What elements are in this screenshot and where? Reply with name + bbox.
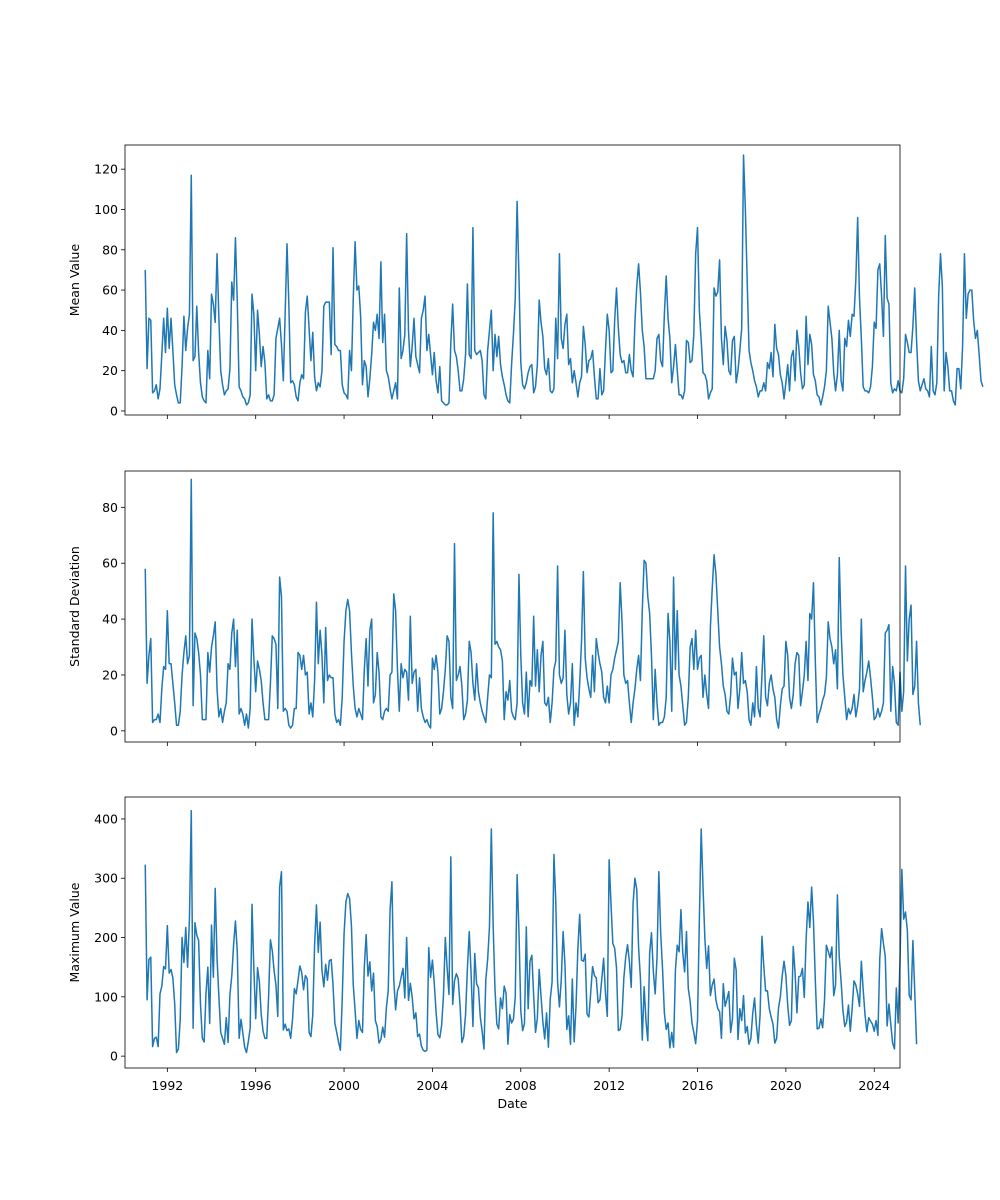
x-tick-label: 2012 [593, 1078, 625, 1093]
axes-frame [124, 796, 901, 1069]
y-tick-label: 120 [94, 162, 118, 177]
x-tick-label: 1996 [240, 1078, 272, 1093]
y-axis-label: Mean Value [67, 244, 82, 317]
y-tick-label: 20 [102, 667, 118, 682]
x-tick-label: 2020 [770, 1078, 802, 1093]
y-tick-label: 0 [110, 1049, 118, 1064]
x-tick-label: 2004 [417, 1078, 449, 1093]
x-tick-label: 1992 [151, 1078, 183, 1093]
y-tick-label: 60 [102, 556, 118, 571]
x-tick-label: 2008 [505, 1078, 537, 1093]
axes-frame [124, 470, 901, 743]
y-tick-label: 0 [110, 723, 118, 738]
y-axis-label: Maximum Value [67, 882, 82, 982]
series-line [144, 154, 984, 406]
y-tick-label: 200 [94, 930, 118, 945]
series-line [144, 478, 921, 729]
y-axis-label: Standard Deviation [67, 546, 82, 667]
y-tick-label: 400 [94, 811, 118, 826]
axes-frame [124, 144, 901, 416]
subplot-2: 0 20 40 60 80 Standard Deviation [67, 470, 921, 746]
series-line [144, 809, 918, 1054]
y-tick-label: 300 [94, 871, 118, 886]
y-tick-label: 80 [102, 242, 118, 257]
y-tick-label: 80 [102, 500, 118, 515]
x-axis-label: Date [498, 1096, 528, 1111]
subplot-1: 0 20 40 60 80 100 120 Mean Value [67, 144, 984, 419]
y-tick-label: 40 [102, 323, 118, 338]
y-tick-label: 40 [102, 612, 118, 627]
y-tick-label: 100 [94, 989, 118, 1004]
subplot-3: 0 100 200 300 400 1992 1996 2000 2004 2008 2012 201… [67, 796, 918, 1111]
y-tick-label: 60 [102, 283, 118, 298]
y-tick-label: 20 [102, 363, 118, 378]
x-tick-label: 2000 [328, 1078, 360, 1093]
x-tick-label: 2024 [858, 1078, 890, 1093]
y-tick-label: 0 [110, 403, 118, 418]
y-tick-label: 100 [94, 202, 118, 217]
x-tick-label: 2016 [682, 1078, 714, 1093]
